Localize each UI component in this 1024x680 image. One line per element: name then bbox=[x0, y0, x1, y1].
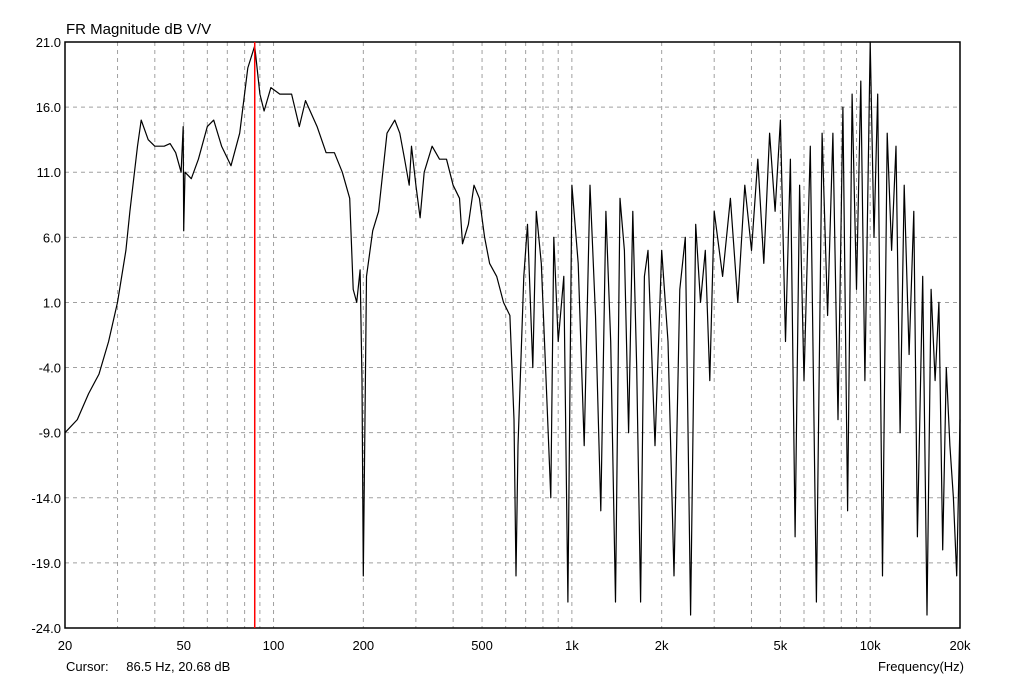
y-tick-label: -14.0 bbox=[31, 491, 61, 506]
x-tick-label: 20 bbox=[58, 638, 72, 653]
y-tick-label: -4.0 bbox=[39, 361, 61, 376]
chart-title: FR Magnitude dB V/V bbox=[66, 21, 212, 38]
x-tick-label: 2k bbox=[655, 638, 669, 653]
plot-frame bbox=[64, 41, 961, 629]
y-tick-label: -24.0 bbox=[31, 621, 61, 636]
x-tick-label: 200 bbox=[352, 638, 374, 653]
x-tick-label: 20k bbox=[950, 638, 971, 653]
x-tick-label: 100 bbox=[263, 638, 285, 653]
y-tick-label: 16.0 bbox=[36, 100, 61, 115]
cursor-readout: Cursor: 86.5 Hz, 20.68 dB bbox=[66, 659, 244, 674]
x-tick-label: 1k bbox=[565, 638, 579, 653]
y-tick-label: 11.0 bbox=[37, 165, 61, 180]
y-tick-label: -19.0 bbox=[31, 556, 61, 571]
x-axis-label: Frequency(Hz) bbox=[878, 659, 964, 674]
x-tick-label: 50 bbox=[176, 638, 190, 653]
cursor-value: 86.5 Hz, 20.68 dB bbox=[126, 659, 231, 674]
frequency-response-line bbox=[64, 41, 961, 616]
y-tick-label: 21.0 bbox=[36, 35, 61, 50]
y-tick-label: 6.0 bbox=[43, 230, 61, 245]
y-tick-label: -9.0 bbox=[39, 426, 61, 441]
cursor-label: Cursor: bbox=[66, 659, 109, 674]
x-tick-label: 10k bbox=[860, 638, 881, 653]
x-tick-label: 5k bbox=[774, 638, 788, 653]
y-tick-label: 1.0 bbox=[43, 295, 61, 310]
x-tick-label: 500 bbox=[471, 638, 493, 653]
